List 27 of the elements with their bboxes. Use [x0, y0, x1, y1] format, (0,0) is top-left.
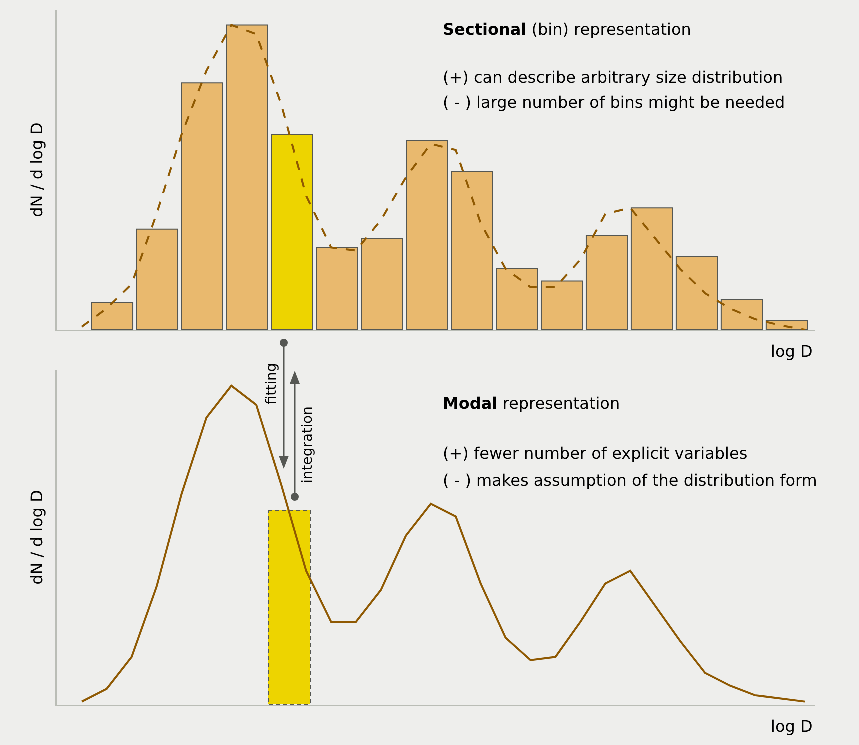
annotation: (+) fewer number of explicit variables [443, 444, 748, 463]
bar [91, 302, 134, 330]
bar [676, 256, 718, 330]
bar [406, 140, 448, 330]
bar [720, 299, 764, 330]
y-axis-title: dN / d log D [28, 490, 47, 585]
bar [630, 208, 674, 330]
x-axis-title: log D [771, 717, 813, 736]
bar [316, 247, 358, 330]
x-axis-title: log D [771, 342, 813, 361]
bar [540, 280, 584, 330]
annotation: (+) can describe arbitrary size distribution [443, 68, 784, 87]
annotation: ( - ) large number of bins might be needed [443, 93, 786, 112]
bar [136, 228, 179, 330]
chart-title: Sectional (bin) representation [443, 20, 692, 39]
y-axis-title: dN / d log D [28, 122, 47, 218]
annotation: fitting [264, 363, 280, 405]
bar [496, 268, 538, 330]
annotation: integration [300, 406, 316, 484]
bar [361, 238, 404, 330]
bar [226, 24, 268, 330]
bar [586, 235, 628, 330]
annotation: ( - ) makes assumption of the distribution form [443, 471, 818, 490]
bar [451, 171, 494, 330]
bar [181, 82, 224, 330]
text: Modal representation [443, 394, 620, 413]
bar [271, 134, 314, 330]
